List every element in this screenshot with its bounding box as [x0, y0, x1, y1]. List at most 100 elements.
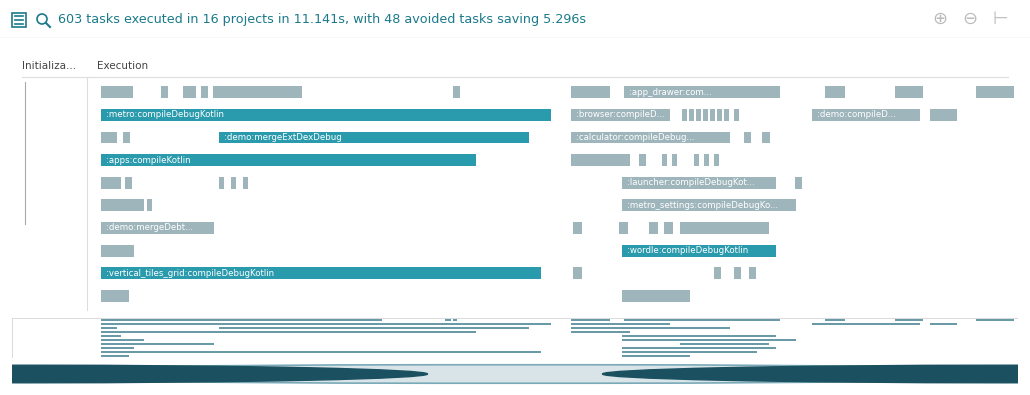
Bar [622, 347, 776, 349]
Bar [572, 154, 629, 166]
Bar [101, 199, 144, 211]
Bar [219, 177, 225, 189]
Bar [682, 109, 687, 121]
Bar [101, 154, 476, 166]
Bar [622, 335, 776, 337]
Bar [696, 109, 701, 121]
Text: :demo:mergeExtDexDebug: :demo:mergeExtDexDebug [225, 133, 342, 142]
Bar [714, 267, 721, 279]
Bar [622, 177, 776, 189]
Bar [975, 87, 1014, 98]
Bar [795, 177, 801, 189]
Bar [219, 327, 529, 329]
Bar [452, 319, 456, 321]
Bar [622, 245, 776, 256]
Text: :app_drawer:com...: :app_drawer:com... [628, 88, 712, 97]
Text: :metro:compileDebugKotlin: :metro:compileDebugKotlin [105, 110, 224, 119]
Bar [101, 87, 133, 98]
Bar [219, 132, 529, 143]
Text: :apps:compileKotlin: :apps:compileKotlin [105, 156, 191, 165]
Bar [622, 339, 795, 341]
Bar [895, 87, 924, 98]
Bar [101, 351, 541, 353]
Bar [572, 132, 730, 143]
Bar [623, 319, 780, 321]
Bar [662, 154, 666, 166]
Bar [745, 132, 752, 143]
Text: :metro_settings:compileDebugKo...: :metro_settings:compileDebugKo... [626, 201, 778, 210]
FancyBboxPatch shape [8, 54, 1022, 316]
Bar [703, 109, 709, 121]
Bar [623, 87, 780, 98]
Text: Initializa...: Initializa... [22, 61, 76, 71]
Bar [975, 319, 1014, 321]
Text: :vertical_tiles_grid:compileDebugKotlin: :vertical_tiles_grid:compileDebugKotlin [105, 269, 274, 278]
Bar [717, 109, 722, 121]
Bar [572, 331, 629, 333]
Bar [101, 323, 551, 325]
Bar [622, 290, 690, 302]
Bar [572, 319, 610, 321]
Bar [572, 87, 610, 98]
Bar [895, 319, 924, 321]
Bar [762, 132, 769, 143]
Bar [123, 132, 130, 143]
Bar [161, 87, 168, 98]
Bar [649, 222, 658, 234]
Text: :demo:mergeDebt...: :demo:mergeDebt... [105, 224, 193, 233]
Bar [825, 319, 845, 321]
Bar [689, 109, 694, 121]
Bar [243, 177, 248, 189]
Bar [812, 109, 921, 121]
Bar [101, 331, 476, 333]
Text: ⊖: ⊖ [962, 10, 977, 28]
Bar [710, 109, 715, 121]
Bar [639, 154, 646, 166]
Bar [619, 222, 627, 234]
Circle shape [0, 365, 427, 383]
Text: :browser:compileD...: :browser:compileD... [577, 110, 665, 119]
Bar [680, 222, 768, 234]
Bar [12, 13, 26, 27]
Text: ⊕: ⊕ [932, 10, 948, 28]
Bar [750, 267, 756, 279]
Bar [734, 267, 742, 279]
Bar [101, 177, 121, 189]
Bar [672, 154, 677, 166]
Bar [101, 267, 541, 279]
Bar [622, 355, 690, 357]
Text: Execution: Execution [97, 61, 148, 71]
Bar [930, 323, 957, 325]
Bar [101, 339, 144, 341]
Bar [101, 290, 129, 302]
Bar [664, 222, 673, 234]
Bar [213, 87, 302, 98]
Bar [724, 109, 729, 121]
Bar [574, 222, 582, 234]
Bar [101, 355, 129, 357]
Text: :launcher:compileDebugKot...: :launcher:compileDebugKot... [626, 178, 754, 187]
Bar [572, 323, 670, 325]
Bar [101, 245, 134, 256]
Bar [622, 351, 757, 353]
Text: :calculator:compileDebug...: :calculator:compileDebug... [577, 133, 695, 142]
Bar [705, 154, 710, 166]
Bar [572, 327, 730, 329]
Bar [812, 323, 921, 325]
FancyBboxPatch shape [14, 365, 1016, 383]
Bar [694, 154, 699, 166]
Bar [445, 319, 450, 321]
Bar [101, 132, 116, 143]
Bar [125, 177, 132, 189]
Bar [183, 87, 196, 98]
Bar [147, 199, 151, 211]
Bar [101, 109, 551, 121]
Bar [452, 87, 459, 98]
Bar [101, 335, 121, 337]
Bar [101, 222, 214, 234]
Circle shape [603, 365, 1030, 383]
Bar [232, 177, 236, 189]
Bar [572, 109, 670, 121]
Bar [201, 87, 208, 98]
Bar [101, 347, 134, 349]
